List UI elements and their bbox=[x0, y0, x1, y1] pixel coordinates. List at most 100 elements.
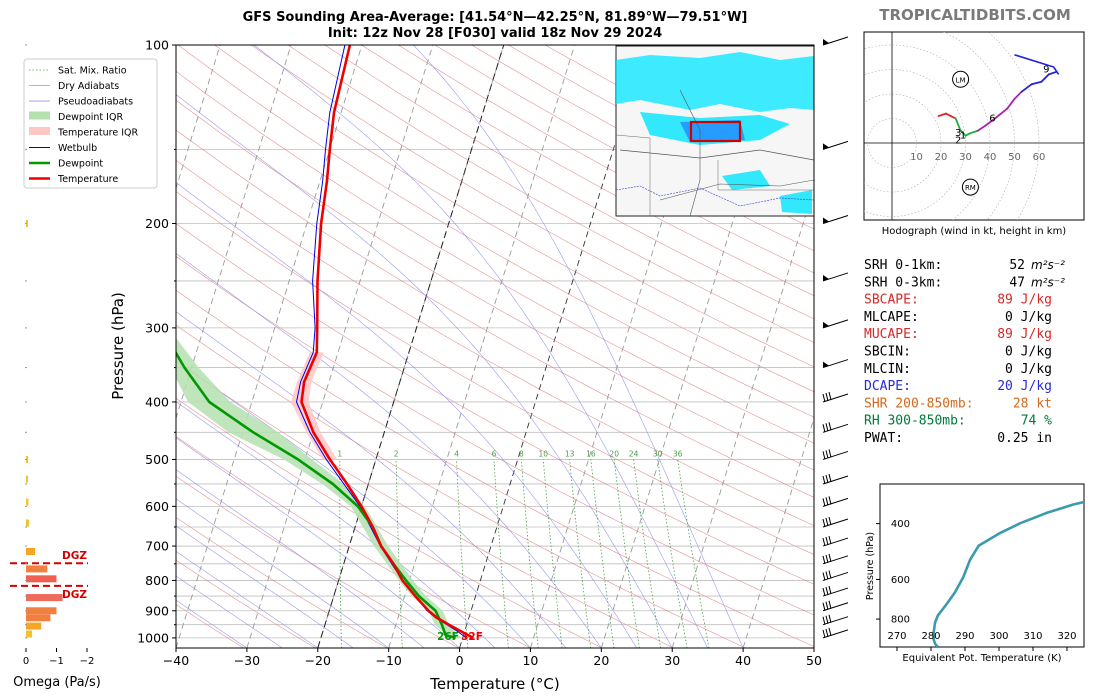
surface-temperature-label: 32F bbox=[461, 631, 483, 643]
mixing-ratio-line bbox=[542, 459, 563, 648]
wind-barb bbox=[822, 600, 849, 612]
wind-barb-feather bbox=[825, 586, 829, 596]
wind-barb-feather bbox=[828, 473, 832, 483]
dry-adiabat bbox=[176, 99, 814, 471]
legend-swatch bbox=[29, 127, 50, 135]
hodograph-panel: 10 20 30 40 50 60 312 6 9 LM RM Hodograph (wind i… bbox=[863, 31, 1085, 237]
hodograph-ring-label: 40 bbox=[984, 152, 997, 163]
mixing-ratio-line bbox=[613, 459, 640, 648]
legend-label: Dewpoint IQR bbox=[58, 112, 123, 123]
wind-barb-feather bbox=[825, 601, 829, 610]
hodograph-segment bbox=[937, 112, 947, 117]
hodograph-grid: 10 20 30 40 50 60 bbox=[864, 32, 1084, 220]
x-tick-label: 40 bbox=[735, 653, 751, 668]
mixing-ratio-label: 8 bbox=[519, 449, 524, 458]
mixing-ratio-label: 20 bbox=[609, 449, 619, 458]
omega-bar bbox=[26, 630, 33, 638]
omega-bar bbox=[26, 475, 28, 483]
wind-barb-staff bbox=[822, 36, 849, 46]
index-label: MUCAPE: bbox=[864, 327, 919, 342]
wind-barb-flag bbox=[823, 143, 829, 150]
isotherm bbox=[176, 45, 221, 190]
wind-barb-feather bbox=[822, 602, 826, 611]
wind-barb-staff bbox=[822, 571, 849, 581]
dry-adiabat bbox=[176, 436, 531, 648]
omega-bar bbox=[26, 565, 48, 573]
hodograph-segment bbox=[984, 117, 996, 127]
wind-barb-feather bbox=[828, 422, 832, 431]
mixing-ratio-label: 2 bbox=[394, 449, 399, 458]
index-label: MLCIN: bbox=[864, 362, 911, 377]
dgz-label: DGZ bbox=[62, 589, 87, 601]
dry-adiabat bbox=[176, 159, 814, 526]
hodograph-segment bbox=[1013, 90, 1023, 100]
skewt-data-layer bbox=[176, 45, 474, 640]
wind-barb-staff bbox=[822, 497, 849, 507]
omega-axes: 0 −1 −2 bbox=[23, 44, 95, 667]
y-tick-label: 1000 bbox=[137, 630, 169, 645]
legend-label: Pseudoadiabats bbox=[58, 97, 133, 108]
wind-barb-feather bbox=[825, 392, 829, 402]
dry-adiabat bbox=[361, 45, 814, 296]
theta-e-y-tick-label: 400 bbox=[891, 519, 910, 530]
omega-bars: DGZ DGZ bbox=[10, 219, 88, 638]
theta-e-x-tick-label: 290 bbox=[955, 631, 974, 642]
hodograph-segment bbox=[945, 112, 952, 117]
dry-adiabat bbox=[214, 45, 814, 393]
omega-bar bbox=[26, 622, 42, 630]
dgz-isotherm bbox=[317, 45, 505, 648]
mixing-ratio-label: 24 bbox=[629, 449, 639, 458]
wind-barb-feather bbox=[825, 497, 829, 506]
wind-barbs bbox=[822, 36, 849, 639]
pseudoadiabat bbox=[176, 599, 248, 648]
index-value: 0 J/kg bbox=[1005, 310, 1052, 325]
x-tick-label: −20 bbox=[305, 653, 331, 668]
wind-barb-feather bbox=[822, 629, 826, 639]
area-average-box bbox=[689, 120, 742, 143]
x-tick-label: 30 bbox=[664, 653, 680, 668]
hodograph-height-label: 6 bbox=[989, 114, 995, 125]
dry-adiabat bbox=[176, 223, 814, 585]
theta-e-panel: 270 280 290 300 310 320 400 600 800 Equivalent P… bbox=[865, 483, 1085, 664]
theta-e-y-tick-label: 800 bbox=[891, 615, 910, 626]
wind-barb bbox=[822, 36, 849, 46]
omega-panel: DGZ DGZ 0 −1 −2 Omega (Pa/s) bbox=[10, 44, 101, 690]
omega-x-tick-label: −2 bbox=[80, 656, 95, 667]
hodograph-segment bbox=[1006, 98, 1016, 110]
hodograph-ring-label: 30 bbox=[959, 152, 972, 163]
hodograph-caption: Hodograph (wind in kt, height in km) bbox=[882, 226, 1067, 237]
omega-bar bbox=[26, 498, 29, 506]
omega-x-tick-label: −1 bbox=[49, 656, 64, 667]
theta-e-x-tick-label: 280 bbox=[921, 631, 940, 642]
index-label: SRH 0-3km: bbox=[864, 275, 942, 290]
wind-barb-feather bbox=[828, 614, 832, 623]
wind-barb-feather bbox=[825, 423, 829, 432]
y-tick-label: 300 bbox=[145, 320, 169, 335]
wind-barb-feather bbox=[822, 587, 826, 597]
mixing-ratio-line bbox=[456, 459, 469, 648]
index-label: SHR 200-850mb: bbox=[864, 396, 974, 411]
index-label: SBCAPE: bbox=[864, 293, 919, 308]
hodograph-segment bbox=[969, 129, 979, 135]
theta-e-x-axis-label: Equivalent Pot. Temperature (K) bbox=[902, 653, 1061, 664]
isotherm bbox=[246, 45, 434, 648]
hodograph-ring bbox=[987, 32, 1040, 220]
mixing-ratio-line bbox=[590, 459, 615, 648]
wind-barb-feather bbox=[822, 616, 826, 625]
dry-adiabat bbox=[177, 45, 814, 418]
temperature-line bbox=[300, 45, 474, 640]
wind-barb bbox=[822, 553, 849, 565]
wind-barb-staff bbox=[822, 215, 849, 224]
wind-barb bbox=[822, 614, 849, 626]
wind-barb-staff bbox=[822, 423, 849, 433]
dry-adiabat bbox=[176, 255, 814, 616]
dry-adiabat bbox=[176, 475, 459, 648]
storm-motion-label: RM bbox=[965, 184, 976, 192]
legend-label: Wetbulb bbox=[58, 143, 97, 154]
omega-bar bbox=[26, 614, 51, 622]
hodograph-segment bbox=[1020, 83, 1033, 93]
theta-e-x-tick-label: 270 bbox=[887, 631, 906, 642]
wind-barb-feather bbox=[822, 393, 826, 403]
hodograph-ring-label: 60 bbox=[1033, 152, 1046, 163]
wind-barb-flag bbox=[823, 39, 829, 45]
